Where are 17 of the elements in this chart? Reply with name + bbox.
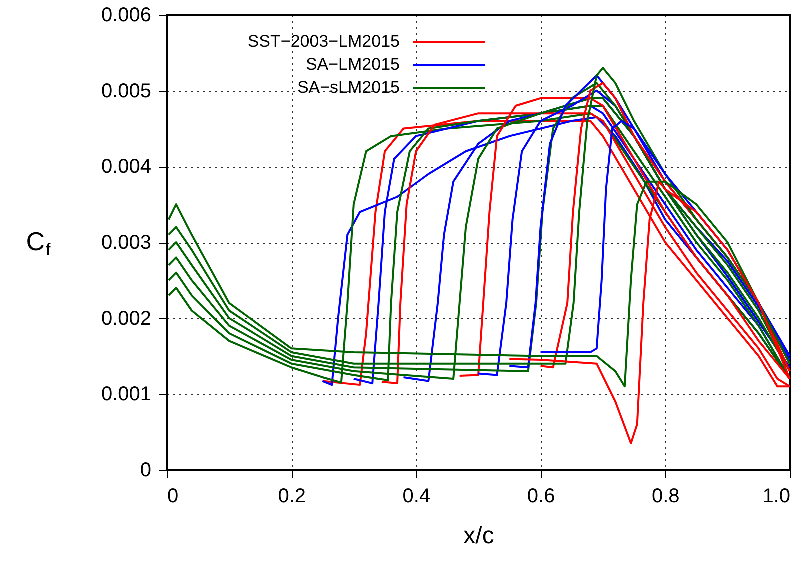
y-tick-label: 0.004: [101, 156, 152, 178]
y-tick-label: 0.005: [101, 80, 152, 102]
x-tick-label: 0.2: [278, 486, 306, 508]
y-tick-label: 0.001: [101, 384, 152, 406]
x-tick-label: 0: [168, 486, 179, 508]
x-tick-label: 1.0: [762, 486, 790, 508]
y-tick-label: 0.002: [101, 308, 152, 330]
legend-label: SA−sLM2015: [297, 78, 400, 97]
legend-label: SST−2003−LM2015: [248, 32, 400, 51]
x-axis-title: x/c: [464, 522, 494, 550]
x-tick-label: 0.8: [652, 486, 680, 508]
x-tick-label: 0.6: [527, 486, 556, 508]
x-tick-label: 0.4: [402, 486, 431, 508]
y-tick-label: 0.003: [101, 232, 152, 254]
y-tick-label: 0: [140, 460, 152, 482]
legend-label: SA−LM2015: [306, 55, 400, 74]
y-tick-label: 0.006: [101, 4, 152, 26]
